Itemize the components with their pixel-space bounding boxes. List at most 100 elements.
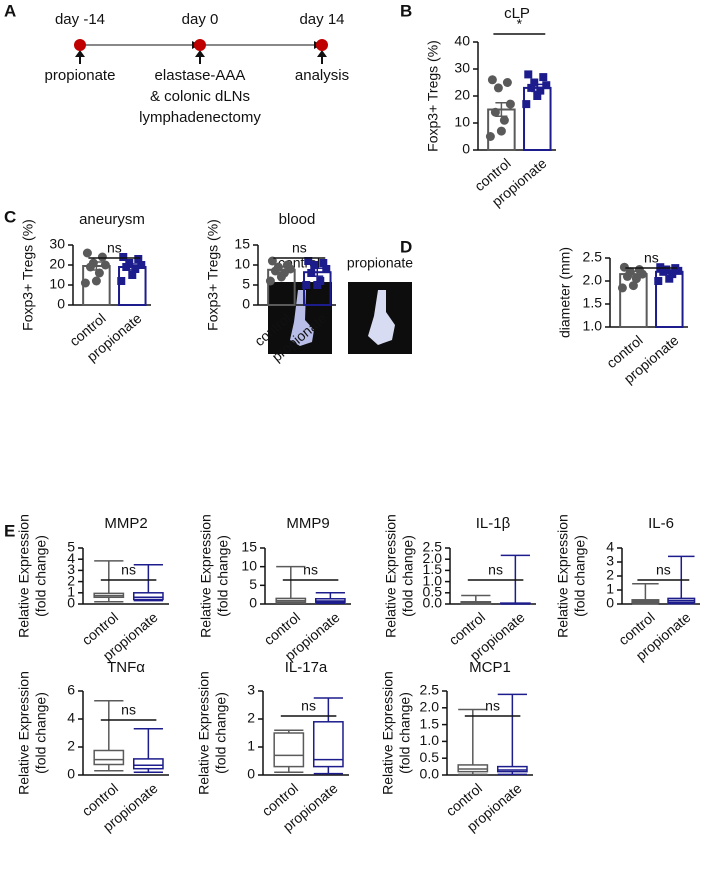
y-axis-label: Foxp3+ Tregs (%) [425, 40, 441, 152]
timeline-event: & colonic dLNs [150, 88, 250, 105]
y-tick-label: 30 [49, 236, 65, 252]
y-tick-label: 0 [67, 595, 75, 611]
data-point [654, 277, 663, 285]
y-tick-label: 1.5 [420, 715, 440, 731]
y-tick-label: 2.5 [420, 682, 440, 698]
y-tick-label: 4 [67, 710, 75, 726]
y-tick-label: 0 [67, 766, 75, 782]
data-point [487, 75, 497, 85]
data-point [631, 274, 641, 284]
y-axis-label: Relative Expression [380, 671, 396, 795]
y-tick-label: 0.5 [420, 749, 440, 765]
y-axis-label: Relative Expression [555, 514, 571, 638]
y-tick-label: 5 [242, 276, 250, 292]
chart-title: cLP [504, 5, 530, 22]
y-tick-label: 5 [67, 539, 75, 555]
chart-title: aneurysm [79, 211, 145, 228]
timeline-dot [316, 39, 328, 51]
y-tick-label: 2 [67, 572, 75, 588]
data-point [522, 100, 531, 109]
data-point [502, 78, 512, 87]
data-point [80, 278, 90, 288]
chart-title: IL-17a [285, 659, 328, 676]
chart-title: IL-1β [476, 515, 511, 532]
y-tick-label: 0 [242, 296, 250, 312]
data-point [91, 276, 101, 286]
y-tick-label: 0 [57, 296, 65, 312]
y-tick-label: 2.5 [423, 539, 443, 555]
timeline-event: lymphadenectomy [139, 109, 261, 126]
box [93, 749, 125, 766]
panel-label: C [4, 207, 16, 226]
chart-title: IL-6 [648, 515, 674, 532]
data-point [665, 274, 674, 283]
y-tick-label: 4 [606, 539, 614, 555]
y-axis-label: (fold change) [33, 692, 49, 774]
significance-label: ns [644, 250, 659, 266]
aorta [290, 290, 314, 346]
significance-label: ns [303, 562, 318, 578]
data-point [313, 281, 322, 289]
data-point [97, 252, 107, 262]
data-point [322, 265, 331, 273]
y-tick-label: 2.5 [583, 249, 603, 265]
y-tick-label: 30 [454, 60, 470, 76]
data-point [131, 265, 140, 273]
y-tick-label: 20 [49, 256, 65, 272]
timeline-dot [74, 39, 86, 51]
y-axis-label: (fold change) [400, 535, 416, 617]
y-tick-label: 2.0 [583, 272, 603, 288]
significance-label: ns [301, 698, 316, 714]
significance-label: ns [121, 562, 136, 578]
data-point [617, 283, 627, 293]
y-tick-label: 2.0 [423, 550, 443, 566]
data-point [496, 126, 506, 136]
y-axis-label: (fold change) [572, 535, 588, 617]
significance-label: ns [488, 562, 503, 578]
y-tick-label: 3 [247, 682, 255, 698]
data-point [628, 281, 638, 291]
data-point [659, 267, 668, 276]
y-tick-label: 5 [249, 576, 257, 592]
timeline-dot [194, 39, 206, 51]
data-point [265, 276, 275, 286]
timeline-event: propionate [45, 67, 116, 84]
y-tick-label: 2 [247, 710, 255, 726]
y-tick-label: 10 [234, 256, 250, 272]
significance-label: ns [107, 240, 122, 256]
y-tick-label: 1.5 [583, 295, 603, 311]
y-axis-label: Relative Expression [198, 514, 214, 638]
y-tick-label: 2 [606, 567, 614, 583]
timeline-day: day -14 [55, 11, 105, 28]
y-tick-label: 1.0 [420, 732, 440, 748]
data-point [307, 269, 316, 277]
data-point [304, 257, 313, 265]
data-point [302, 281, 311, 289]
significance-label: * [517, 16, 523, 32]
panel-label: E [4, 521, 15, 540]
chart-title: MMP2 [104, 515, 147, 532]
y-tick-label: 4 [67, 550, 75, 566]
data-point [137, 261, 146, 269]
y-tick-label: 1 [67, 584, 75, 600]
image-label: propionate [347, 255, 413, 271]
significance-label: ns [656, 562, 671, 578]
data-point [119, 253, 128, 261]
y-axis-label: (fold change) [397, 692, 413, 774]
y-tick-label: 0 [462, 141, 470, 157]
data-point [527, 83, 536, 92]
y-tick-label: 0 [247, 766, 255, 782]
y-tick-label: 15 [241, 539, 257, 555]
chart-title: TNFα [107, 659, 145, 676]
box [496, 765, 528, 773]
chart-title: MMP9 [286, 515, 329, 532]
data-point [117, 277, 126, 285]
data-point [499, 115, 509, 125]
timeline-day: day 14 [299, 11, 344, 28]
y-tick-label: 0 [606, 595, 614, 611]
timeline-day: day 0 [182, 11, 219, 28]
data-point [656, 263, 665, 272]
data-point [319, 259, 328, 267]
y-tick-label: 0.0 [423, 595, 443, 611]
y-axis-label: (fold change) [215, 535, 231, 617]
